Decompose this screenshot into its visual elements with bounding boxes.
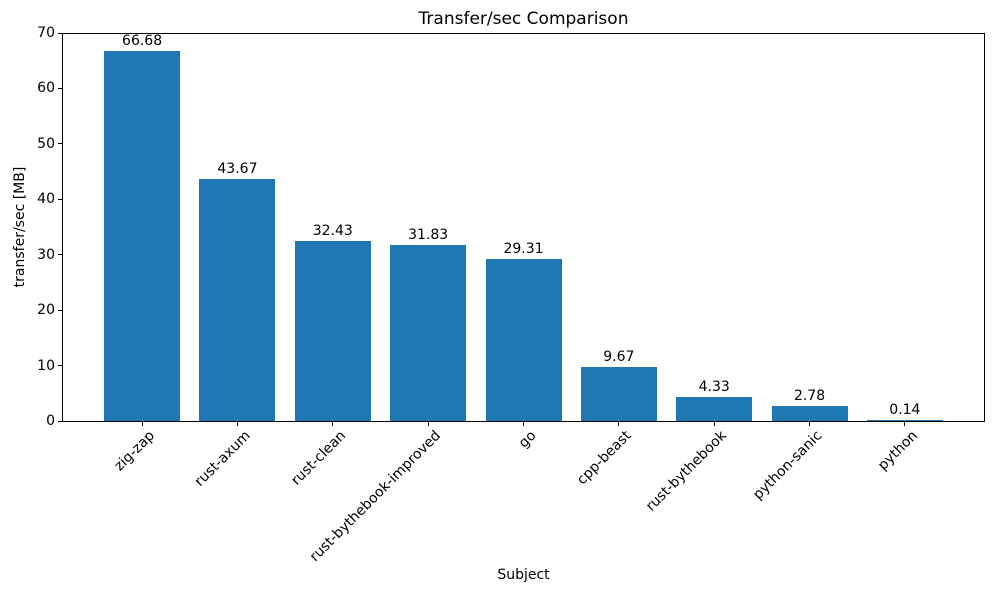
bar-python [866, 420, 943, 421]
bar-rust-bythebook-improved [390, 244, 467, 421]
x-tick-mark [809, 422, 811, 426]
y-tick-mark [58, 365, 62, 367]
x-tick-mark [904, 422, 906, 426]
x-tick-label: python-sanic [750, 427, 826, 503]
bar-value-label: 66.68 [122, 33, 163, 50]
x-tick-mark [332, 422, 334, 426]
bar-value-label: 29.31 [503, 240, 544, 257]
y-tick-mark [58, 309, 62, 311]
bar-value-label: 32.43 [312, 223, 353, 240]
y-tick-mark [58, 32, 62, 34]
y-tick-label: 50 [37, 135, 55, 152]
x-tick-label: rust-clean [287, 427, 349, 489]
x-axis-label: Subject [497, 567, 550, 583]
y-tick-mark [58, 87, 62, 89]
y-tick-mark [58, 198, 62, 200]
bar-cpp-beast [580, 367, 657, 421]
bar-value-label: 9.67 [603, 349, 635, 366]
bar-value-label: 4.33 [698, 378, 730, 395]
x-tick-label: zig-zap [111, 427, 159, 475]
x-tick-mark [427, 422, 429, 426]
y-tick-label: 70 [37, 25, 55, 41]
bar-zig-zap [104, 51, 181, 421]
x-tick-mark [618, 422, 620, 426]
y-tick-label: 60 [37, 80, 55, 97]
y-tick-mark [58, 143, 62, 145]
x-tick-mark [236, 422, 238, 426]
y-tick-label: 0 [46, 413, 55, 429]
bar-value-label: 2.78 [793, 387, 826, 404]
y-tick-label: 10 [37, 357, 55, 374]
bar-rust-clean [294, 241, 371, 421]
y-tick-mark [58, 254, 62, 256]
x-tick-label: python [874, 427, 921, 474]
bar-value-label: 31.83 [408, 226, 449, 243]
y-axis-label: transfer/sec [MB] [12, 166, 28, 288]
bar-go [485, 258, 562, 421]
y-tick-label: 30 [37, 246, 55, 263]
y-tick-mark [58, 420, 62, 422]
x-tick-mark [713, 422, 715, 426]
y-tick-label: 20 [37, 302, 55, 319]
bar-python-sanic [771, 405, 848, 421]
x-tick-label: go [515, 427, 540, 452]
x-tick-label: rust-bythebook [643, 427, 731, 515]
bar-rust-axum [199, 178, 276, 421]
bar-value-label: 43.67 [217, 160, 258, 177]
bar-rust-bythebook [676, 396, 753, 421]
x-tick-mark [141, 422, 143, 426]
x-tick-label: rust-axum [191, 427, 254, 490]
chart-title: Transfer/sec Comparison [418, 9, 629, 29]
bar-value-label: 0.14 [889, 402, 921, 418]
y-tick-label: 40 [37, 191, 55, 208]
x-tick-label: cpp-beast [574, 427, 635, 489]
x-tick-mark [523, 422, 524, 426]
